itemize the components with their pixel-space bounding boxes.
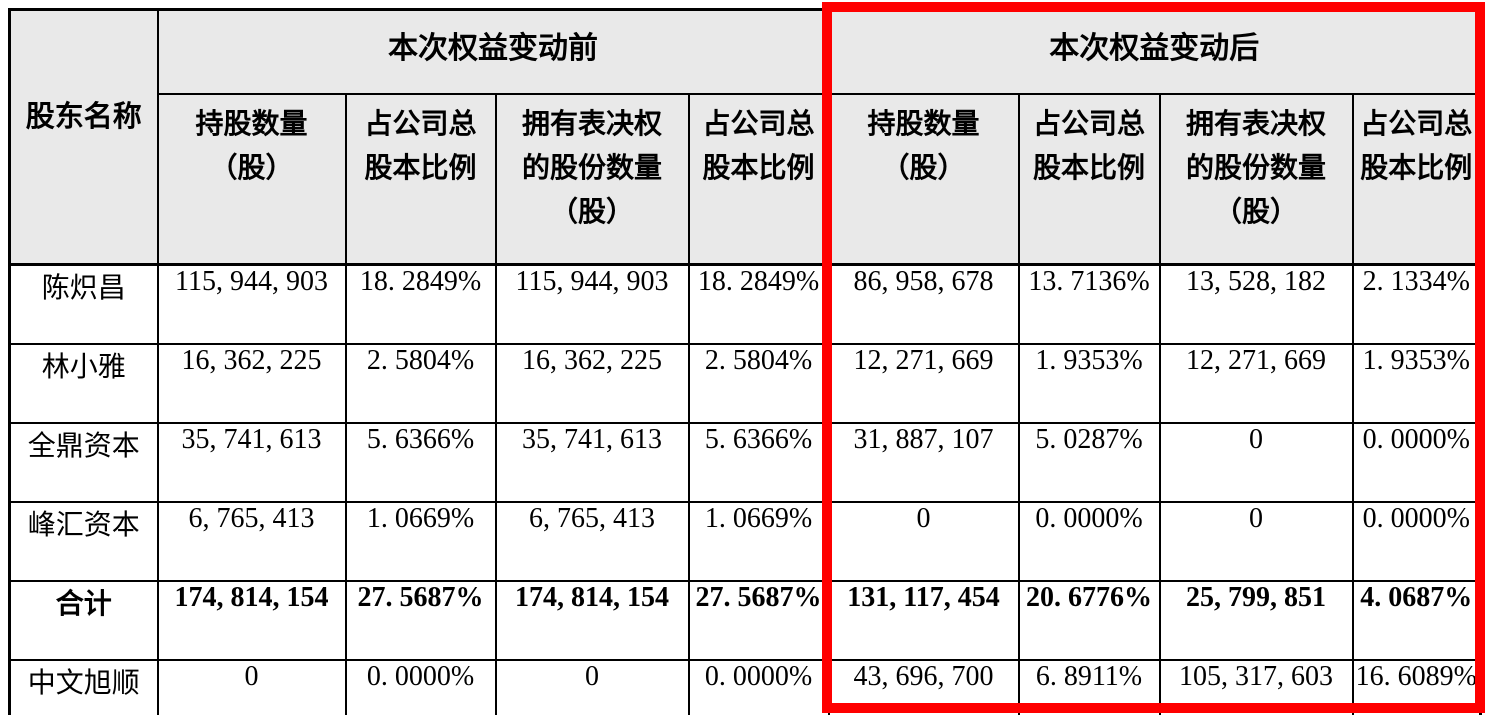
cell-value: 35, 741, 613 xyxy=(156,422,347,503)
shareholder-name: 陈炽昌 xyxy=(8,263,159,345)
total-label: 合计 xyxy=(8,580,159,661)
cell-value: 27. 5687% xyxy=(344,580,497,661)
col-header-voting-ratio-after: 占公司总 股本比例 xyxy=(1351,93,1482,266)
cell-value: 115, 944, 903 xyxy=(156,263,347,345)
table-row: 中文旭顺 0 0. 0000% 0 0. 0000% 43, 696, 700 … xyxy=(8,659,1482,715)
cell-value: 0 xyxy=(1158,422,1354,503)
cell-value: 0 xyxy=(494,659,690,715)
cell-value: 16. 6089% xyxy=(1351,659,1482,715)
cell-value: 20. 6776% xyxy=(1017,580,1161,661)
col-header-shares-after: 持股数量 （股） xyxy=(827,93,1020,266)
cell-value: 0 xyxy=(156,659,347,715)
col-header-shares-before: 持股数量 （股） xyxy=(156,93,347,266)
cell-value: 2. 5804% xyxy=(344,343,497,424)
cell-value: 1. 9353% xyxy=(1017,343,1161,424)
table-row: 峰汇资本 6, 765, 413 1. 0669% 6, 765, 413 1.… xyxy=(8,501,1482,582)
cell-value: 174, 814, 154 xyxy=(494,580,690,661)
cell-value: 0. 0000% xyxy=(1017,501,1161,582)
cell-value: 16, 362, 225 xyxy=(494,343,690,424)
cell-value: 0 xyxy=(1158,501,1354,582)
cell-value: 5. 6366% xyxy=(687,422,830,503)
cell-value: 12, 271, 669 xyxy=(827,343,1020,424)
cell-value: 18. 2849% xyxy=(344,263,497,345)
cell-value: 31, 887, 107 xyxy=(827,422,1020,503)
shareholder-name: 峰汇资本 xyxy=(8,501,159,582)
col-header-ratio-before: 占公司总 股本比例 xyxy=(344,93,497,266)
cell-value: 13. 7136% xyxy=(1017,263,1161,345)
cell-value: 5. 0287% xyxy=(1017,422,1161,503)
shareholder-name: 林小雅 xyxy=(8,343,159,424)
cell-value: 2. 5804% xyxy=(687,343,830,424)
cell-value: 13, 528, 182 xyxy=(1158,263,1354,345)
table-row: 全鼎资本 35, 741, 613 5. 6366% 35, 741, 613 … xyxy=(8,422,1482,503)
cell-value: 1. 0669% xyxy=(344,501,497,582)
cell-value: 2. 1334% xyxy=(1351,263,1482,345)
cell-value: 16, 362, 225 xyxy=(156,343,347,424)
col-header-voting-shares-before: 拥有表决权 的股份数量 （股） xyxy=(494,93,690,266)
shareholder-name: 全鼎资本 xyxy=(8,422,159,503)
cell-value: 0. 0000% xyxy=(1351,422,1482,503)
cell-value: 43, 696, 700 xyxy=(827,659,1020,715)
cell-value: 6, 765, 413 xyxy=(156,501,347,582)
cell-value: 5. 6366% xyxy=(344,422,497,503)
cell-value: 6, 765, 413 xyxy=(494,501,690,582)
cell-value: 25, 799, 851 xyxy=(1158,580,1354,661)
cell-value: 1. 9353% xyxy=(1351,343,1482,424)
col-header-voting-shares-after: 拥有表决权 的股份数量 （股） xyxy=(1158,93,1354,266)
cell-value: 115, 944, 903 xyxy=(494,263,690,345)
table-row: 林小雅 16, 362, 225 2. 5804% 16, 362, 225 2… xyxy=(8,343,1482,424)
cell-value: 131, 117, 454 xyxy=(827,580,1020,661)
group-header-before: 本次权益变动前 xyxy=(156,8,830,95)
col-header-ratio-after: 占公司总 股本比例 xyxy=(1017,93,1161,266)
cell-value: 27. 5687% xyxy=(687,580,830,661)
cell-value: 0 xyxy=(827,501,1020,582)
cell-value: 1. 0669% xyxy=(687,501,830,582)
group-header-after: 本次权益变动后 xyxy=(827,8,1482,95)
cell-value: 35, 741, 613 xyxy=(494,422,690,503)
col-header-voting-ratio-before: 占公司总 股本比例 xyxy=(687,93,830,266)
shareholder-name-header: 股东名称 xyxy=(8,8,159,266)
cell-value: 0. 0000% xyxy=(344,659,497,715)
cell-value: 4. 0687% xyxy=(1351,580,1482,661)
group-header-row: 股东名称 本次权益变动前 本次权益变动后 xyxy=(8,8,1482,266)
sub-header-row: 持股数量 （股） 占公司总 股本比例 拥有表决权 的股份数量 （股） 占公司总 … xyxy=(10,93,1482,266)
table-row-total: 合计 174, 814, 154 27. 5687% 174, 814, 154… xyxy=(8,580,1482,661)
table-row: 陈炽昌 115, 944, 903 18. 2849% 115, 944, 90… xyxy=(8,263,1482,345)
cell-value: 174, 814, 154 xyxy=(156,580,347,661)
cell-value: 0. 0000% xyxy=(1351,501,1482,582)
cell-value: 6. 8911% xyxy=(1017,659,1161,715)
shareholder-name: 中文旭顺 xyxy=(8,659,159,715)
cell-value: 12, 271, 669 xyxy=(1158,343,1354,424)
cell-value: 105, 317, 603 xyxy=(1158,659,1354,715)
cell-value: 18. 2849% xyxy=(687,263,830,345)
cell-value: 86, 958, 678 xyxy=(827,263,1020,345)
equity-change-table: 股东名称 本次权益变动前 本次权益变动后 持股数量 （股） 占公司总 股本比例 … xyxy=(8,8,1482,715)
cell-value: 0. 0000% xyxy=(687,659,830,715)
